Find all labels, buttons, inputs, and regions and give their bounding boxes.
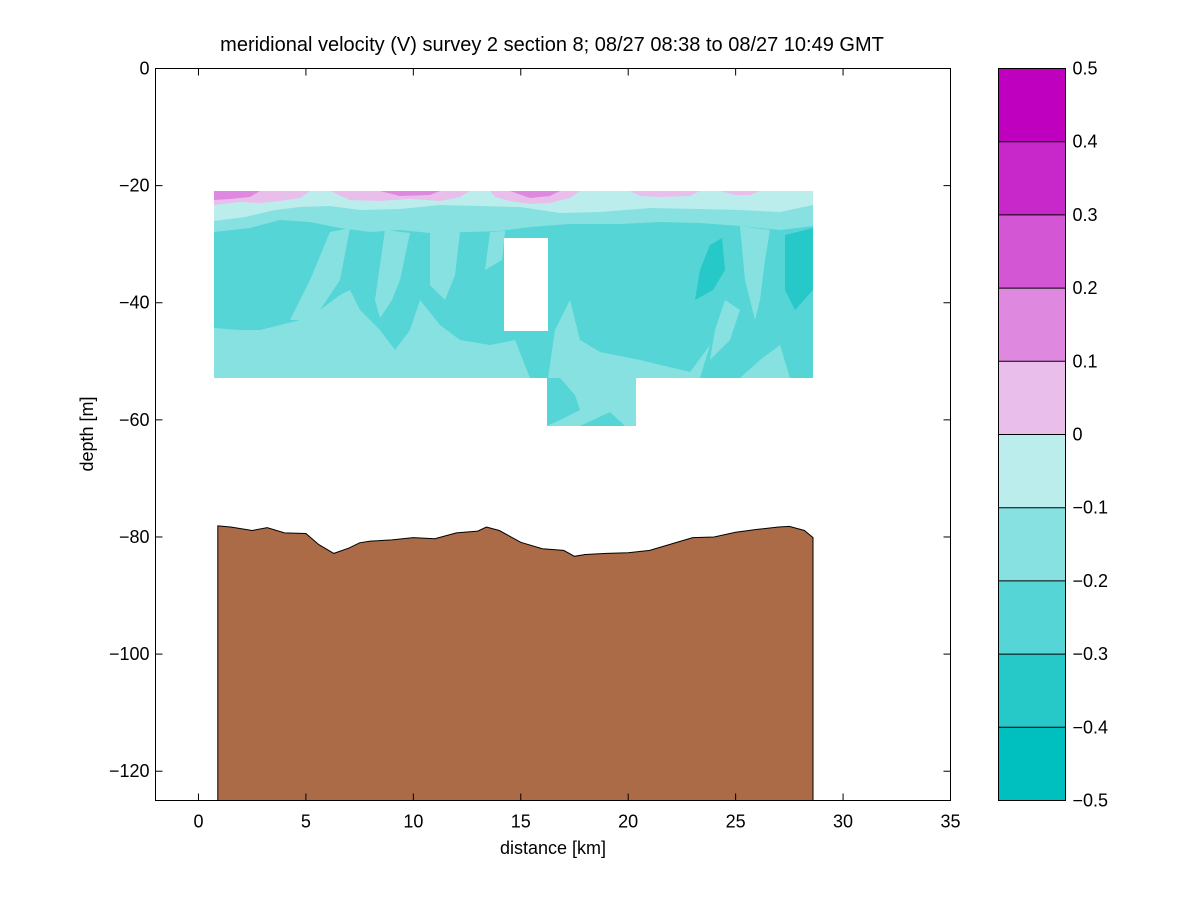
x-axis: 0 5 10 15 20 25 30 35 bbox=[193, 68, 961, 832]
colorbar-swatch bbox=[998, 727, 1066, 801]
x-tick-label: 5 bbox=[301, 812, 311, 832]
contour-band bbox=[214, 191, 260, 200]
colorbar-tick-label: 0.2 bbox=[1073, 278, 1098, 298]
contour-band bbox=[547, 378, 580, 426]
bathymetry-seafloor bbox=[217, 525, 814, 801]
colorbar-swatch bbox=[998, 654, 1066, 728]
x-axis-label: distance [km] bbox=[500, 838, 606, 858]
colorbar-tick-label: −0.3 bbox=[1073, 644, 1109, 664]
colorbar-tick-label: 0.3 bbox=[1073, 205, 1098, 225]
y-tick-label: −20 bbox=[119, 176, 150, 196]
x-tick-label: 20 bbox=[618, 812, 638, 832]
y-axis-label: depth [m] bbox=[77, 396, 97, 471]
colorbar-tick-label: −0.1 bbox=[1073, 498, 1109, 518]
colorbar-swatch bbox=[998, 507, 1066, 581]
contour-band bbox=[580, 412, 625, 426]
colorbar-swatch bbox=[998, 580, 1066, 655]
contour-band bbox=[720, 191, 760, 195]
colorbar: −0.5 −0.4 −0.3 −0.2 −0.1 0 0.1 0.2 0.3 0.4 0.5 bbox=[998, 59, 1109, 811]
contour-band bbox=[380, 191, 440, 196]
y-tick-label: 0 bbox=[139, 59, 149, 79]
contour-band bbox=[510, 191, 560, 198]
x-tick-label: 10 bbox=[403, 812, 423, 832]
velocity-field bbox=[214, 191, 813, 426]
colorbar-tick-label: −0.4 bbox=[1073, 717, 1109, 737]
contour-band bbox=[375, 230, 410, 318]
x-tick-label: 25 bbox=[726, 812, 746, 832]
contour-band bbox=[740, 226, 770, 320]
contour-band bbox=[485, 231, 505, 270]
contour-band bbox=[710, 300, 740, 360]
y-tick-label: −40 bbox=[119, 293, 150, 313]
colorbar-swatch bbox=[998, 361, 1066, 435]
colorbar-tick-label: −0.5 bbox=[1073, 791, 1109, 811]
y-axis: 0 −20 −40 −60 −80 −100 −120 bbox=[109, 59, 951, 781]
colorbar-swatch bbox=[998, 68, 1066, 142]
x-tick-label: 35 bbox=[940, 812, 960, 832]
data-gap bbox=[504, 238, 548, 331]
colorbar-swatch bbox=[998, 214, 1066, 289]
y-tick-label: −80 bbox=[119, 527, 150, 547]
contour-band bbox=[290, 228, 350, 320]
colorbar-tick-label: 0.5 bbox=[1073, 59, 1098, 79]
colorbar-tick-label: 0 bbox=[1073, 425, 1083, 445]
contour-band bbox=[785, 228, 813, 310]
y-tick-label: −60 bbox=[119, 410, 150, 430]
contour-band bbox=[630, 191, 700, 197]
y-tick-label: −120 bbox=[109, 761, 150, 781]
colorbar-tick-label: 0.1 bbox=[1073, 351, 1098, 371]
colorbar-tick-label: 0.4 bbox=[1073, 132, 1098, 152]
chart-title: meridional velocity (V) survey 2 section… bbox=[220, 34, 884, 56]
colorbar-swatch bbox=[998, 288, 1066, 362]
colorbar-tick-label: −0.2 bbox=[1073, 571, 1109, 591]
colorbar-swatch bbox=[998, 141, 1066, 215]
contour-band bbox=[695, 238, 725, 300]
x-tick-label: 15 bbox=[511, 812, 531, 832]
y-tick-label: −100 bbox=[109, 644, 150, 664]
colorbar-swatch bbox=[998, 434, 1066, 508]
plot-frame bbox=[155, 68, 951, 801]
x-tick-label: 0 bbox=[193, 812, 203, 832]
contour-band bbox=[430, 232, 460, 300]
x-tick-label: 30 bbox=[833, 812, 853, 832]
